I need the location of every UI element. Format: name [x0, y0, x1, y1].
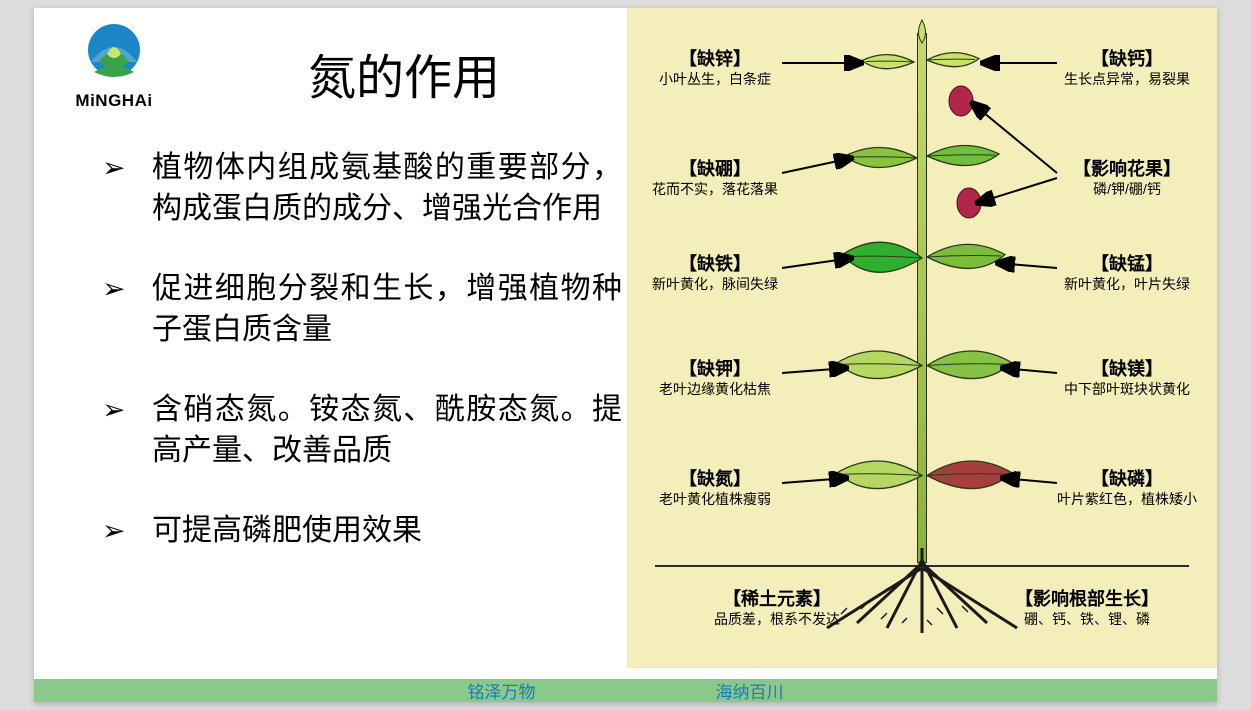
diagram-arrows: [627, 8, 1217, 668]
brand-logo: MiNGHAi: [54, 22, 174, 111]
diagram-left-label: 【缺钾】老叶边缘黄化枯焦: [645, 358, 785, 398]
bullet-item: 促进细胞分裂和生长，增强植物种子蛋白质含量: [102, 269, 622, 350]
bullet-list: 植物体内组成氨基酸的重要部分，构成蛋白质的成分、增强光合作用 促进细胞分裂和生长…: [102, 148, 622, 592]
slide-title: 氮的作用: [194, 38, 614, 108]
footer-left: 铭泽万物: [468, 678, 536, 703]
bullet-item: 可提高磷肥使用效果: [102, 511, 622, 552]
diagram-left-label: 【缺氮】老叶黄化植株瘦弱: [645, 468, 785, 508]
diagram-bottom-right-label: 【影响根部生长】 硼、钙、铁、锂、磷: [977, 588, 1197, 628]
brand-text: MiNGHAi: [54, 91, 174, 111]
diagram-left-label: 【缺锌】小叶丛生，白条症: [645, 48, 785, 88]
slide: MiNGHAi 氮的作用 植物体内组成氨基酸的重要部分，构成蛋白质的成分、增强光…: [34, 8, 1217, 702]
bullet-item: 含硝态氮。铵态氮、酰胺态氮。提高产量、改善品质: [102, 390, 622, 471]
footer-bar: 铭泽万物 海纳百川: [34, 679, 1217, 702]
diagram-right-label: 【缺磷】叶片紫红色，植株矮小: [1047, 468, 1207, 508]
diagram-right-label: 【缺钙】生长点异常，易裂果: [1047, 48, 1207, 88]
diagram-left-label: 【缺硼】花而不实，落花落果: [645, 158, 785, 198]
diagram-right-label: 【影响花果】磷/钾/硼/钙: [1047, 158, 1207, 198]
diagram-left-label: 【缺铁】新叶黄化，脉间失绿: [645, 253, 785, 293]
diagram-right-label: 【缺镁】中下部叶斑块状黄化: [1047, 358, 1207, 398]
deficiency-diagram: 【稀土元素】 品质差，根系不发达 【影响根部生长】 硼、钙、铁、锂、磷 【缺锌】…: [627, 8, 1217, 668]
footer-right: 海纳百川: [716, 678, 784, 703]
diagram-bottom-left-label: 【稀土元素】 品质差，根系不发达: [677, 588, 877, 628]
bullet-item: 植物体内组成氨基酸的重要部分，构成蛋白质的成分、增强光合作用: [102, 148, 622, 229]
diagram-right-label: 【缺锰】新叶黄化，叶片失绿: [1047, 253, 1207, 293]
